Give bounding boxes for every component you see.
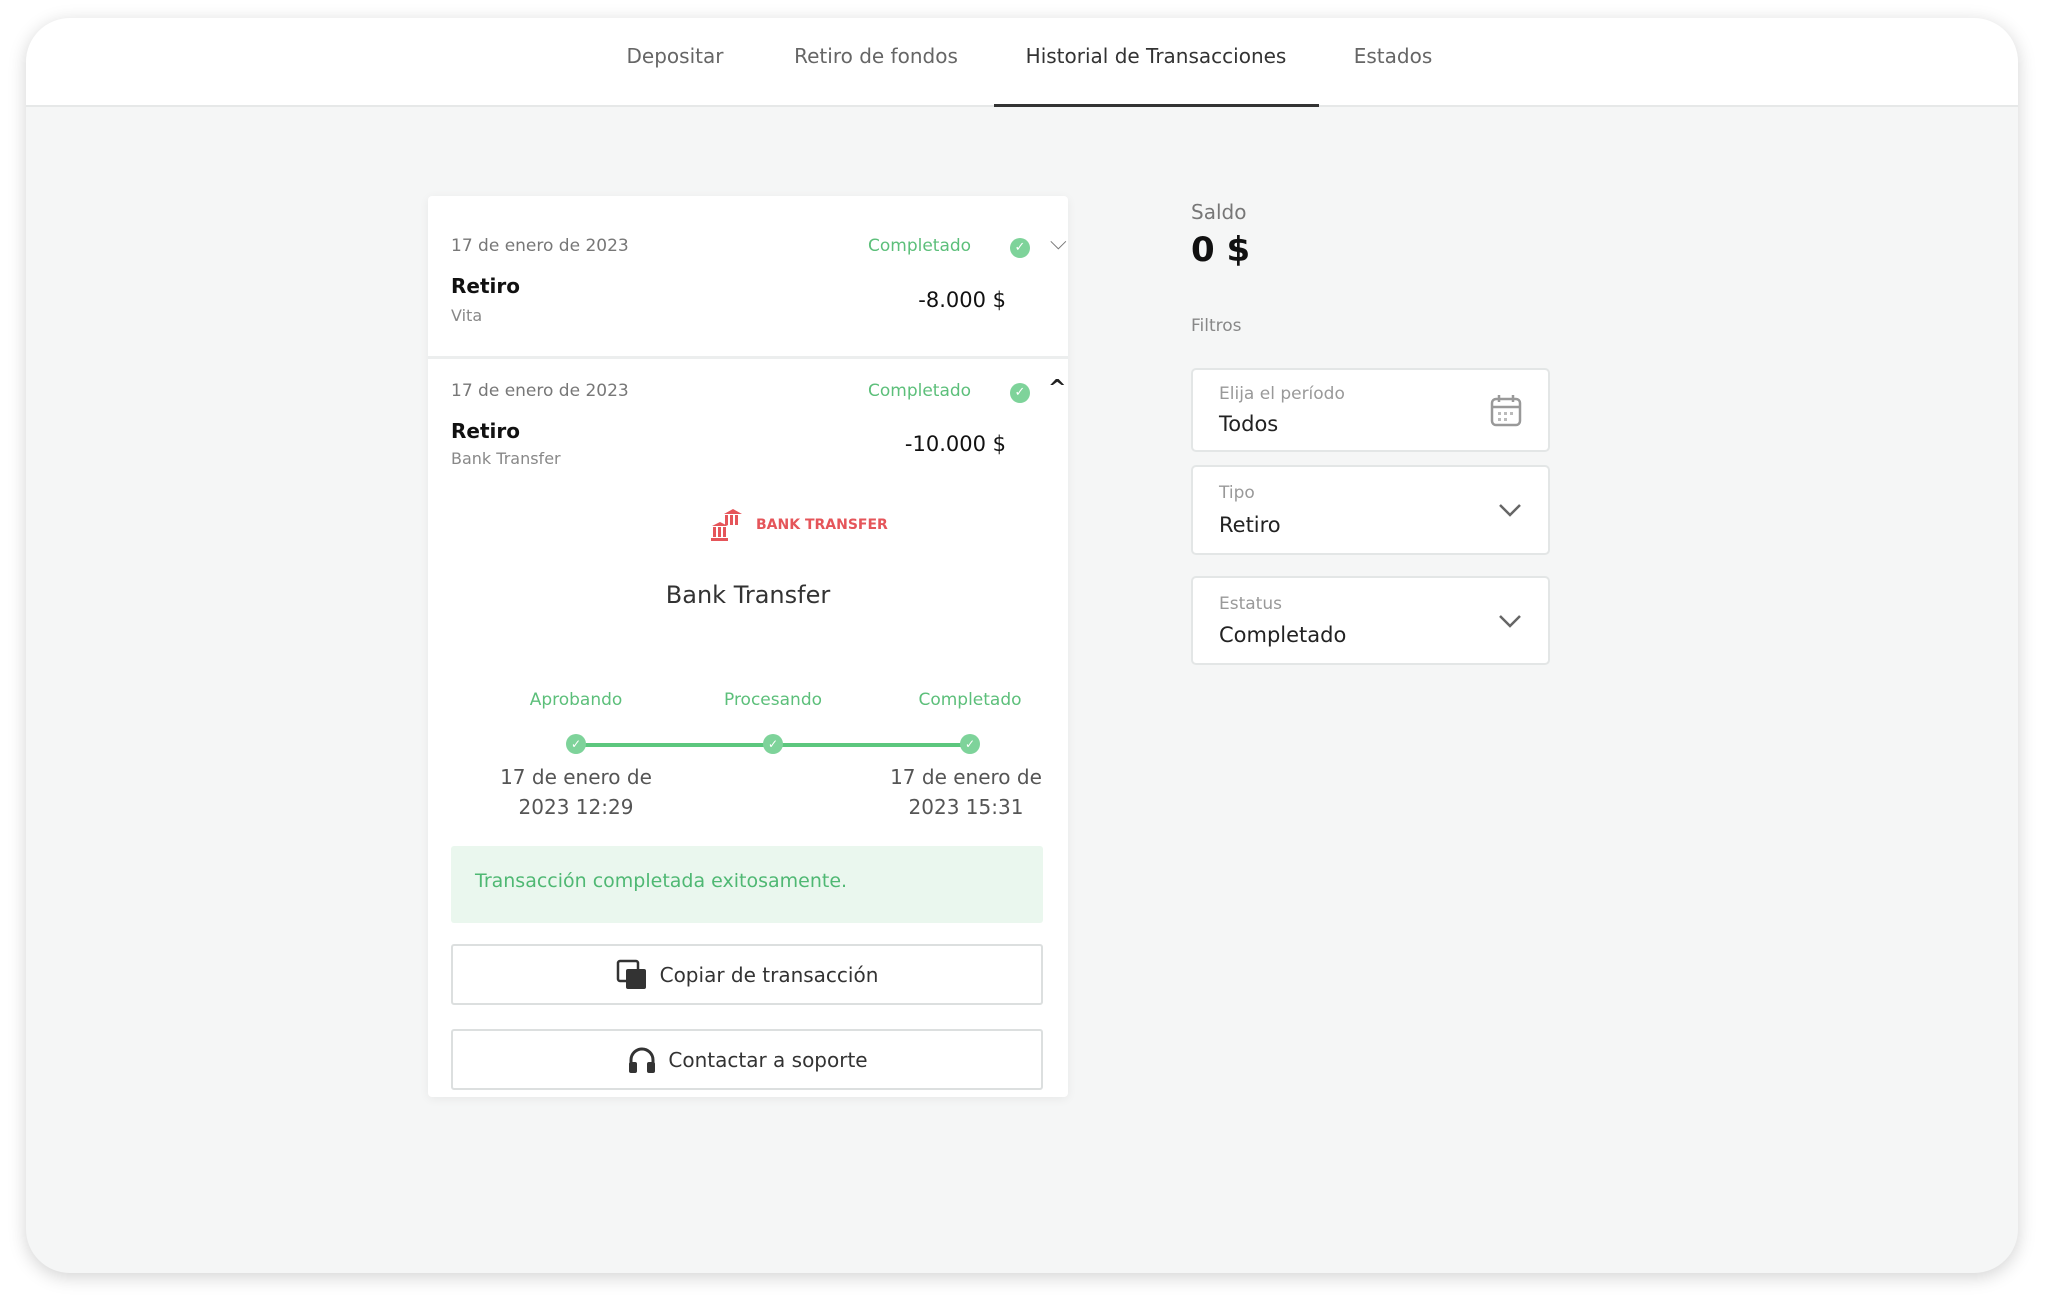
step-label: Completado <box>918 690 1022 710</box>
calendar-icon <box>1490 395 1522 427</box>
chevron-down-icon <box>1499 504 1521 517</box>
chevron-down-icon[interactable]: ⌵ <box>1050 230 1067 255</box>
chevron-down-icon <box>1499 615 1521 628</box>
tab-historial[interactable]: Historial de Transacciones <box>1025 44 1287 68</box>
transaction-amount: -10.000 $ <box>904 432 1006 456</box>
headset-icon <box>629 1047 656 1073</box>
logo-text: BANK TRANSFER <box>756 516 888 533</box>
contact-support-button[interactable]: Contactar a soporte <box>451 1029 1043 1090</box>
period-filter[interactable]: Elija el período Todos <box>1191 368 1550 452</box>
app-window: Depositar Retiro de fondos Historial de … <box>26 18 2018 1273</box>
tab-depositar[interactable]: Depositar <box>626 44 724 68</box>
divider <box>428 356 1068 359</box>
bank-icon <box>711 509 742 541</box>
step-check-icon: ✓ <box>763 734 783 754</box>
check-icon: ✓ <box>1010 238 1030 258</box>
balance-value: 0 $ <box>1191 230 1251 270</box>
copy-icon <box>616 959 646 989</box>
tab-estados[interactable]: Estados <box>1353 44 1433 68</box>
method-name: Bank Transfer <box>665 581 831 609</box>
tab-retiro-de-fondos[interactable]: Retiro de fondos <box>794 44 958 68</box>
transaction-amount: -8.000 $ <box>918 288 1006 312</box>
period-label: Elija el período <box>1219 384 1345 404</box>
status-filter-label: Estatus <box>1219 594 1282 614</box>
step-label: Procesando <box>723 690 823 710</box>
transaction-date: 17 de enero de 2023 <box>451 236 629 256</box>
transaction-type: Retiro <box>451 274 520 298</box>
transaction-method: Bank Transfer <box>451 449 561 468</box>
type-value: Retiro <box>1219 513 1281 537</box>
step-check-icon: ✓ <box>566 734 586 754</box>
transaction-type: Retiro <box>451 419 520 443</box>
type-label: Tipo <box>1219 483 1255 503</box>
tab-bar: Depositar Retiro de fondos Historial de … <box>26 18 2018 107</box>
step-check-icon: ✓ <box>960 734 980 754</box>
status-label: Completado <box>868 236 972 256</box>
filters-label: Filtros <box>1191 316 1242 336</box>
support-label: Contactar a soporte <box>668 1047 868 1072</box>
balance-label: Saldo <box>1191 200 1247 224</box>
check-icon: ✓ <box>1010 383 1030 403</box>
step-label: Aprobando <box>529 690 623 710</box>
success-message: Transacción completada exitosamente. <box>451 846 1043 923</box>
status-label: Completado <box>868 381 972 401</box>
type-filter[interactable]: Tipo Retiro <box>1191 465 1550 555</box>
copy-transaction-button[interactable]: Copiar de transacción <box>451 944 1043 1005</box>
step-date: 17 de enero de 2023 12:29 <box>500 765 652 819</box>
status-filter[interactable]: Estatus Completado <box>1191 576 1550 665</box>
period-value: Todos <box>1219 412 1279 436</box>
transaction-date: 17 de enero de 2023 <box>451 381 629 401</box>
step-date: 17 de enero de 2023 15:31 <box>890 765 1042 819</box>
bank-transfer-logo: BANK TRANSFER <box>710 508 888 542</box>
copy-label: Copiar de transacción <box>659 962 879 987</box>
status-filter-value: Completado <box>1219 623 1347 647</box>
active-tab-indicator <box>994 104 1319 107</box>
chevron-up-icon[interactable]: ^ <box>1048 376 1067 401</box>
transaction-method: Vita <box>451 306 483 325</box>
transaction-list: 17 de enero de 2023 Completado ✓ ⌵ Retir… <box>428 196 1068 1097</box>
